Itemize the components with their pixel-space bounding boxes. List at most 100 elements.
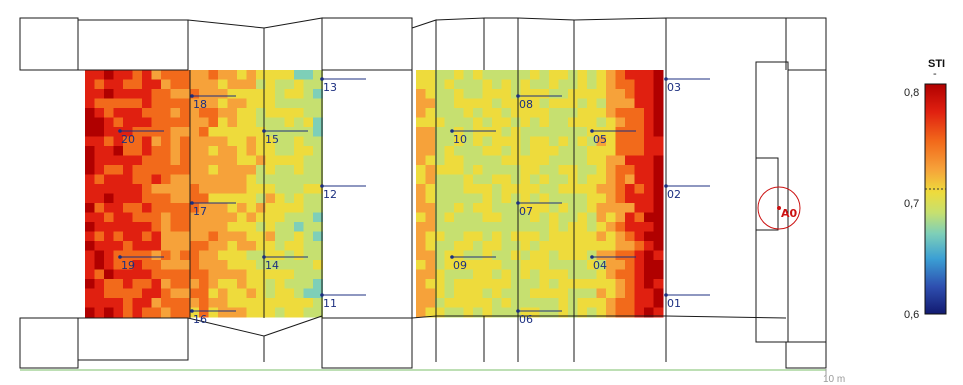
heat-cell xyxy=(416,155,426,166)
receiver-dot xyxy=(664,184,668,188)
heat-cell xyxy=(237,136,247,147)
heat-cell xyxy=(237,260,247,270)
heat-cell xyxy=(653,155,664,166)
heat-cell xyxy=(473,193,483,204)
heat-cell xyxy=(539,298,550,308)
heat-cell xyxy=(577,108,588,118)
receiver-label: 20 xyxy=(121,133,135,146)
heat-cell xyxy=(104,260,114,270)
heat-cell xyxy=(161,307,171,318)
heat-cell xyxy=(558,241,569,251)
heat-cell xyxy=(294,203,304,213)
heat-cell xyxy=(577,203,588,213)
heat-cell xyxy=(549,279,559,289)
heat-cell xyxy=(444,231,455,242)
heat-cell xyxy=(218,260,228,270)
heat-cell xyxy=(444,193,455,204)
heat-cell xyxy=(180,136,190,147)
heat-cell xyxy=(473,108,483,118)
heat-cell xyxy=(237,193,247,204)
legend-title: STI xyxy=(928,58,945,70)
heat-cell xyxy=(94,155,105,166)
heat-cell xyxy=(463,155,474,166)
heat-cell xyxy=(425,155,436,166)
heat-cell xyxy=(644,288,654,299)
heat-cell xyxy=(227,89,238,99)
heat-cell xyxy=(294,146,304,156)
heat-cell xyxy=(511,70,521,80)
heat-cell xyxy=(625,79,635,90)
heat-cell xyxy=(539,127,550,137)
heat-cell xyxy=(208,231,219,242)
heat-cell xyxy=(303,222,314,232)
receiver-point: 06 xyxy=(516,309,562,326)
heat-cell xyxy=(142,174,152,185)
heat-cell xyxy=(615,250,626,261)
heat-cell xyxy=(454,70,464,80)
heat-cell xyxy=(558,136,569,147)
heat-cell xyxy=(511,127,521,137)
receiver-points: 01 02 03 04 05 06 07 08 09 10 11 12 13 14 15 16 17 18 19 20 xyxy=(118,77,710,326)
heat-cell xyxy=(104,298,114,308)
heat-cell xyxy=(615,241,626,251)
heat-cell xyxy=(218,203,228,213)
heat-cell xyxy=(587,193,597,204)
heat-cell xyxy=(501,127,512,137)
heat-cell xyxy=(265,136,276,147)
heat-cell xyxy=(435,260,445,270)
heat-cell xyxy=(435,117,445,128)
heat-cell xyxy=(113,307,124,318)
heat-cell xyxy=(530,260,540,270)
heat-cell xyxy=(634,250,645,261)
heat-cell xyxy=(208,212,219,223)
heat-cell xyxy=(444,260,455,270)
heat-cell xyxy=(435,174,445,185)
heat-cell xyxy=(284,79,295,90)
heat-cell xyxy=(501,70,512,80)
heat-cell xyxy=(558,165,569,175)
heat-cell xyxy=(199,117,209,128)
heat-cell xyxy=(113,155,124,166)
heat-cell xyxy=(473,155,483,166)
heat-cell xyxy=(284,298,295,308)
heat-cell xyxy=(275,212,285,223)
heat-cell xyxy=(132,89,143,99)
heat-cell xyxy=(275,222,285,232)
heat-cell xyxy=(246,231,257,242)
heat-cell xyxy=(634,127,645,137)
heat-cell xyxy=(596,79,607,90)
heat-cell xyxy=(218,79,228,90)
heat-cell xyxy=(284,269,295,280)
heat-cell xyxy=(94,298,105,308)
heat-cell xyxy=(653,212,664,223)
heat-cell xyxy=(180,231,190,242)
heat-cell xyxy=(416,136,426,147)
heat-cell xyxy=(94,108,105,118)
heat-cell xyxy=(85,89,95,99)
heat-cell xyxy=(558,212,569,223)
heat-cell xyxy=(294,269,304,280)
heat-cell xyxy=(539,279,550,289)
heat-cell xyxy=(199,165,209,175)
heat-cell xyxy=(313,70,323,80)
heat-cell xyxy=(615,184,626,194)
heat-cell xyxy=(653,231,664,242)
heat-cell xyxy=(104,269,114,280)
receiver-dot xyxy=(190,201,194,205)
heat-cell xyxy=(425,184,436,194)
heat-cell xyxy=(473,222,483,232)
heat-cell xyxy=(303,203,314,213)
heat-cell xyxy=(644,250,654,261)
heat-cell xyxy=(104,79,114,90)
heat-cell xyxy=(123,184,133,194)
heat-cell xyxy=(113,98,124,109)
heat-cell xyxy=(189,241,200,251)
heat-cell xyxy=(539,203,550,213)
heat-cell xyxy=(123,127,133,137)
heat-cell xyxy=(644,298,654,308)
heat-cell xyxy=(208,70,219,80)
receiver-point: 05 xyxy=(590,129,636,146)
heat-cell xyxy=(425,193,436,204)
heat-cell xyxy=(606,174,616,185)
heat-cell xyxy=(606,108,616,118)
